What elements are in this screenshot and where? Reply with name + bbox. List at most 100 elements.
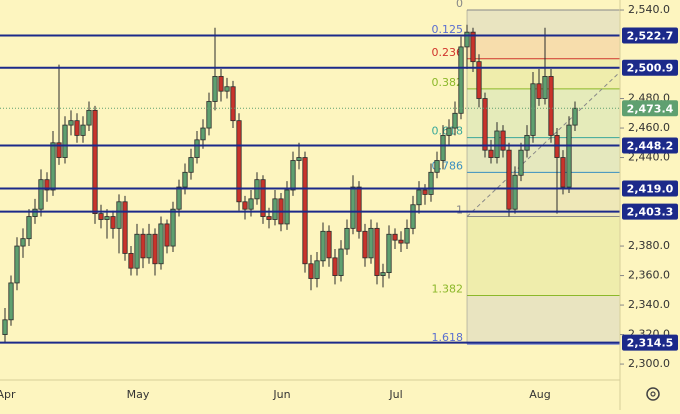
candle-body xyxy=(560,157,566,188)
candle-body xyxy=(2,319,8,335)
candle-body xyxy=(272,198,278,220)
candle-body xyxy=(500,130,506,151)
candle-body xyxy=(446,127,452,136)
candle-body xyxy=(482,98,488,151)
candle-body xyxy=(416,189,422,206)
candle-body xyxy=(452,112,458,129)
last-price-tag xyxy=(622,100,678,117)
candle-body xyxy=(80,124,86,136)
candle-body xyxy=(326,230,332,259)
candle-body xyxy=(122,201,128,254)
candle-body xyxy=(260,179,266,217)
candle-body xyxy=(236,120,242,203)
candle-body xyxy=(242,201,248,210)
candle-body xyxy=(368,227,374,259)
candle-body xyxy=(338,248,344,276)
level-label: 2,448.2 xyxy=(627,139,674,152)
fib-label: 0.382 xyxy=(432,76,464,89)
x-tick-label: Apr xyxy=(0,388,16,401)
candle-body xyxy=(164,223,170,247)
candle-body xyxy=(524,135,530,151)
candle-body xyxy=(158,223,164,265)
y-tick-label: 2,380.0 xyxy=(628,239,670,252)
y-tick-label: 2,440.0 xyxy=(628,151,670,164)
settings-icon[interactable] xyxy=(646,387,660,401)
candle-body xyxy=(494,130,500,158)
candle-body xyxy=(104,216,110,220)
fib-label: 1.382 xyxy=(432,282,464,295)
candle-body xyxy=(50,142,56,191)
candle-body xyxy=(302,157,308,265)
fib-band xyxy=(467,172,620,217)
candle-body xyxy=(116,201,122,229)
candle-body xyxy=(350,186,356,229)
candle-body xyxy=(230,86,236,122)
candle-body xyxy=(332,257,338,276)
candle-body xyxy=(14,245,20,284)
candle-body xyxy=(464,31,470,48)
candle-body xyxy=(356,186,362,232)
level-label: 2,500.9 xyxy=(627,62,674,75)
level-label: 2,419.0 xyxy=(627,183,674,196)
level-tag xyxy=(622,203,678,220)
candle-body xyxy=(38,179,44,210)
fib-label: 1 xyxy=(456,204,463,217)
candle-body xyxy=(176,186,182,210)
fib-trend-line xyxy=(466,71,621,217)
candle-body xyxy=(542,76,548,99)
x-tick-label: Jul xyxy=(388,388,402,401)
candle-body xyxy=(458,46,464,114)
candle-body xyxy=(572,107,578,126)
candle-body xyxy=(536,83,542,99)
candle-body xyxy=(74,120,80,136)
candle-body xyxy=(554,135,560,158)
candle-body xyxy=(218,76,224,92)
fib-band xyxy=(467,10,620,36)
candle-body xyxy=(200,127,206,141)
candle-body xyxy=(314,260,320,279)
level-tag xyxy=(622,27,678,44)
candle-body xyxy=(404,227,410,244)
candle-body xyxy=(134,233,140,269)
fib-label: 0 xyxy=(456,0,463,10)
candle-body xyxy=(566,124,572,188)
y-tick-label: 2,360.0 xyxy=(628,269,670,282)
candle-body xyxy=(182,171,188,188)
candle-body xyxy=(362,230,368,259)
candle-body xyxy=(266,216,272,220)
level-tag xyxy=(622,59,678,76)
x-tick-label: Aug xyxy=(529,388,550,401)
candle-body xyxy=(506,149,512,210)
candle-body xyxy=(128,253,134,269)
candle-body xyxy=(488,149,494,158)
candle-body xyxy=(518,149,524,176)
candle-body xyxy=(206,101,212,129)
candle-body xyxy=(20,238,26,247)
fib-label: 1.618 xyxy=(432,331,464,344)
candle-body xyxy=(284,189,290,225)
candle-body xyxy=(224,86,230,92)
candle-body xyxy=(374,227,380,276)
candle-body xyxy=(98,213,104,220)
candle-body xyxy=(296,157,302,161)
candle-body xyxy=(194,139,200,158)
candle-body xyxy=(152,233,158,265)
fib-band xyxy=(467,295,620,345)
x-tick-label: May xyxy=(127,388,150,401)
candle-body xyxy=(68,120,74,126)
fib-band xyxy=(467,216,620,296)
fib-label: 0.125 xyxy=(432,23,464,36)
candle-body xyxy=(530,83,536,136)
y-tick-label: 2,540.0 xyxy=(628,3,670,16)
candle-body xyxy=(476,61,482,99)
candle-body xyxy=(386,233,392,274)
level-label: 2,403.3 xyxy=(627,206,674,219)
candle-body xyxy=(434,160,440,173)
candle-body xyxy=(422,189,428,195)
candle-body xyxy=(62,124,68,158)
candle-body xyxy=(320,230,326,262)
candle-body xyxy=(86,109,92,126)
candle-body xyxy=(548,76,554,136)
candle-body xyxy=(470,31,476,63)
